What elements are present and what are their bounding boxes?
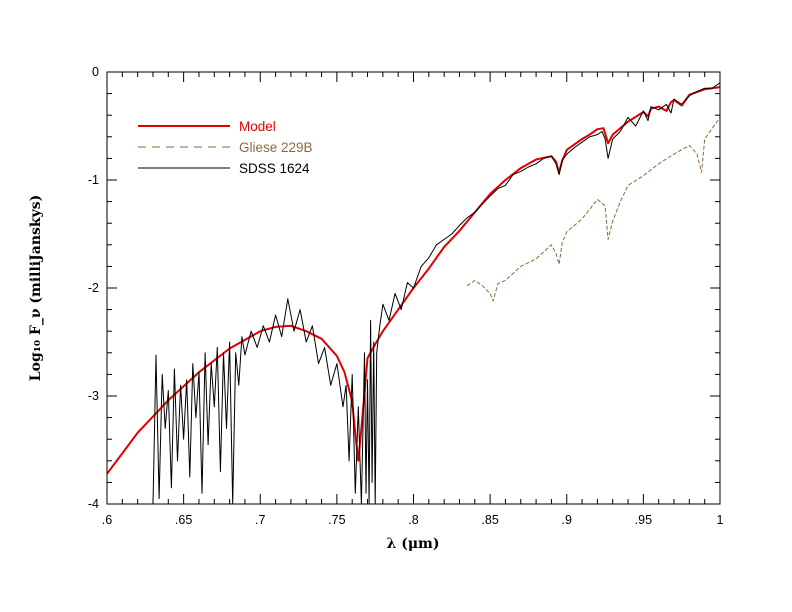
- x-tick-label: .8: [408, 513, 418, 527]
- legend-label: Model: [239, 119, 276, 134]
- x-tick-label: .85: [481, 513, 498, 527]
- series-line-model: [107, 86, 720, 475]
- legend: Model Gliese 229B SDSS 1624: [138, 119, 313, 176]
- x-tick-label: .6: [102, 513, 112, 527]
- x-axis-label: λ (μm): [387, 536, 440, 552]
- x-tick-label: .65: [175, 513, 192, 527]
- y-tick-label: -4: [88, 497, 99, 511]
- legend-label: Gliese 229B: [239, 140, 313, 155]
- x-tick-label: .9: [562, 513, 572, 527]
- y-tick-label: -3: [88, 389, 99, 403]
- legend-label: SDSS 1624: [239, 161, 310, 176]
- y-axis-label: Log₁₀ F_ν (milliJanskys): [28, 195, 44, 381]
- x-tick-label: 1: [717, 513, 724, 527]
- y-tick-label: -1: [88, 173, 99, 187]
- y-tick-label: -2: [88, 281, 99, 295]
- x-tick-label: .7: [255, 513, 265, 527]
- x-tick-label: .95: [635, 513, 652, 527]
- series-line-sdss-1624: [152, 82, 720, 504]
- axis-ticks: .6 .65 .7 .75 .8 .85 .9 .95 1 0 -1 -2 -3 -4: [88, 65, 724, 527]
- series-line-gliese-229b: [466, 117, 720, 302]
- x-tick-label: .75: [328, 513, 345, 527]
- series-layer: [107, 82, 720, 504]
- y-tick-label: 0: [92, 65, 99, 79]
